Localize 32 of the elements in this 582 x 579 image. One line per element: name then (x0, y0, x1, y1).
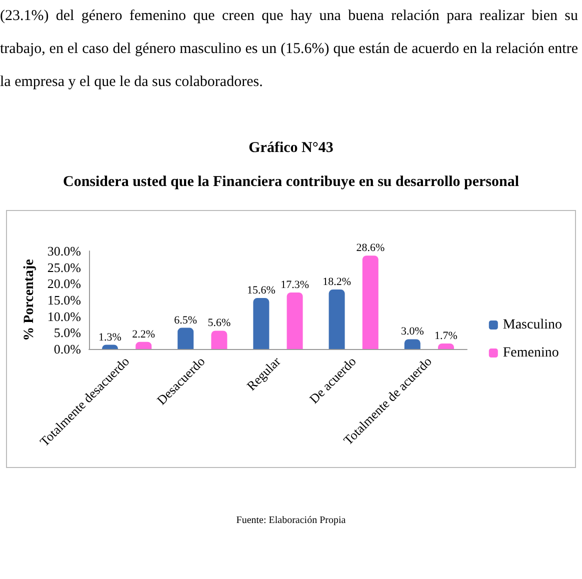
y-tick-label: 25.0% (47, 260, 82, 275)
bar (404, 339, 420, 349)
data-label: 1.7% (434, 330, 458, 342)
y-tick-label: 20.0% (47, 276, 82, 292)
bar (286, 292, 303, 349)
data-label: 15.6% (246, 284, 276, 297)
y-tick-label: 10.0% (47, 308, 82, 324)
data-label: 5.6% (208, 317, 231, 330)
y-tick-label: 30.0% (47, 244, 82, 258)
data-label: 1.3% (98, 331, 122, 344)
y-tick-label: 0.0% (54, 342, 82, 356)
chart-title: Gráfico N°43 (248, 140, 334, 157)
source-note: Fuente: Elaboración Propia (235, 515, 347, 526)
chart-subtitle: Considera usted que la Financiera contribuye en su desarrollo personal (62, 174, 520, 191)
bar (253, 298, 270, 349)
data-label: 18.2% (322, 276, 352, 288)
bar (136, 342, 152, 349)
data-label: 17.3% (280, 278, 310, 291)
bar (362, 256, 378, 349)
bar (328, 290, 345, 349)
bar (211, 330, 228, 349)
legend-label: Femenino (502, 346, 559, 360)
data-label: 3.0% (400, 326, 424, 338)
data-label: 6.5% (174, 314, 198, 326)
bar (178, 328, 194, 349)
data-label: 2.2% (132, 328, 156, 340)
y-tick-label: 5.0% (54, 325, 82, 340)
y-axis-title: % Porcentaje (22, 259, 38, 341)
legend-label: Masculino (502, 318, 562, 332)
y-tick-label: 15.0% (47, 292, 82, 308)
text: (23.1%) del género femenino que creen que hay una buena relación para realizar bien su trabajo, en el caso del género masculino es un (15.6%) que están de acuerdo en la relación entre la empresa y el que le da sus colaboradores. (0, 7, 578, 92)
data-label: 28.6% (356, 242, 385, 254)
